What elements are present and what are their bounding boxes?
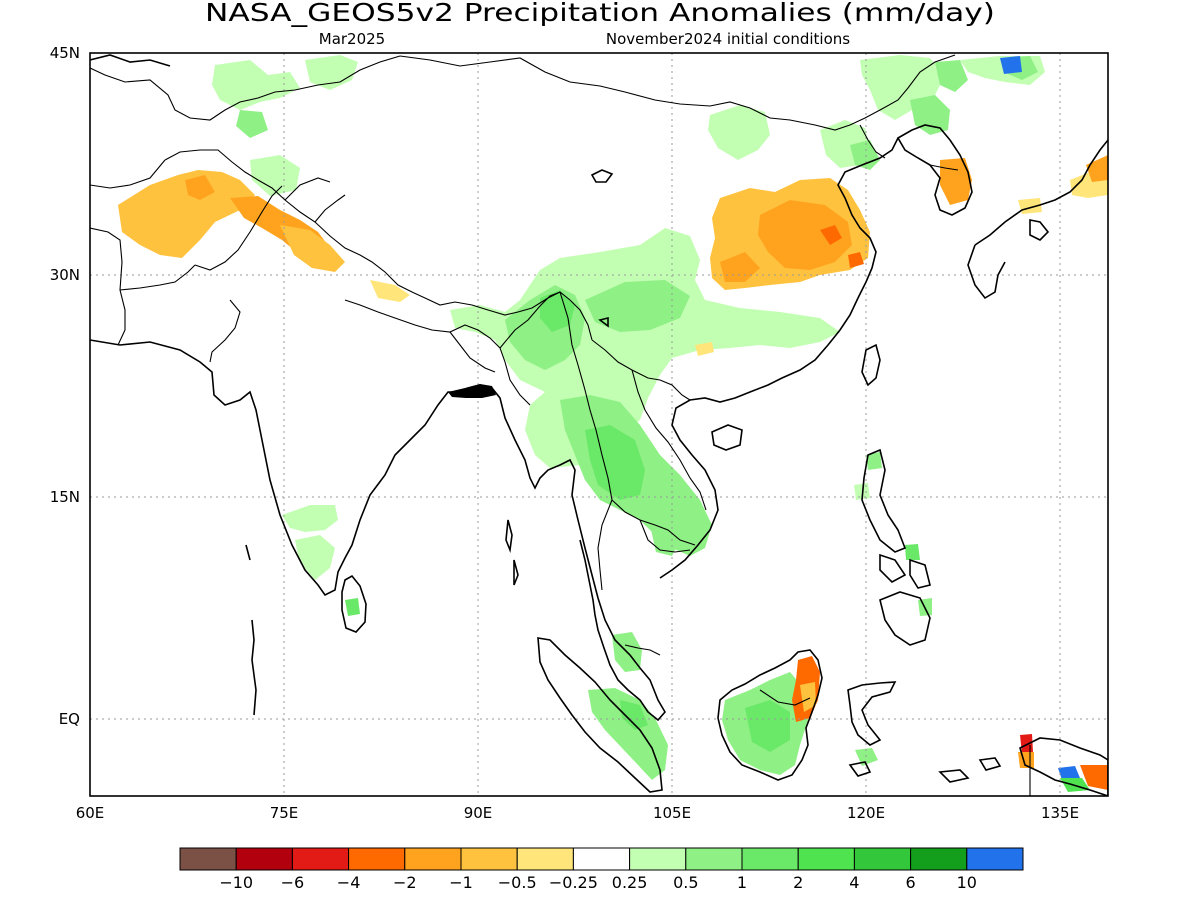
anomaly-region-wet: [620, 700, 648, 730]
colorbar-swatch: [910, 847, 968, 871]
colorbar-swatch: [797, 847, 855, 871]
anomaly-region-wet-light: [450, 228, 840, 468]
colorbar-tick-label: −4: [337, 873, 361, 892]
longitude-labels: 60E 75E 90E 105E 120E 135E: [76, 804, 1079, 822]
anomaly-region-dry-strong: [820, 225, 842, 245]
colorbar-swatch: [572, 847, 631, 871]
colorbar-swatch: [516, 847, 574, 871]
anomaly-region-wet-mid: [910, 95, 950, 135]
colorbar-tick-label: −10: [219, 873, 253, 892]
lat-label-30n: 30N: [50, 266, 80, 284]
colorbar: −10 −6 −4 −2 −1 −0.5 −0.25 0.25 0.5 1 2 4 6 10: [179, 847, 1024, 892]
colorbar-swatch: [685, 847, 743, 871]
anomaly-shading: [118, 55, 1108, 792]
anomaly-region-dry-mid: [185, 175, 215, 200]
anomaly-region-dry: [280, 225, 345, 272]
anomaly-region-dry-mid: [1086, 155, 1108, 182]
anomaly-region-dry-strong: [848, 252, 864, 268]
initial-conditions: November2024 initial conditions: [606, 30, 850, 48]
anomaly-region-wet-mid: [236, 110, 268, 138]
anomaly-region-dry-mid: [940, 158, 972, 205]
colorbar-swatch: [291, 847, 350, 871]
lat-label-45n: 45N: [50, 44, 80, 62]
forecast-month: Mar2025: [319, 30, 385, 48]
anomaly-region-wet-light: [860, 55, 945, 120]
lon-label-135e: 135E: [1041, 804, 1079, 822]
anomaly-region-wet-extreme: [1058, 766, 1080, 780]
lon-label-60e: 60E: [76, 804, 105, 822]
colorbar-swatch: [853, 847, 912, 871]
anomaly-region-wet: [540, 290, 575, 332]
anomaly-region-wet-light: [295, 535, 335, 580]
anomaly-region-dry: [800, 682, 816, 712]
anomaly-region-dry: [118, 170, 255, 258]
colorbar-tick-label: 2: [793, 873, 803, 892]
colorbar-tick-label: 4: [849, 873, 859, 892]
anomaly-region-wet-light: [250, 155, 300, 196]
colorbar-tick-label: 0.25: [612, 873, 648, 892]
latitude-labels: 45N 30N 15N EQ: [50, 44, 80, 728]
lon-label-120e: 120E: [847, 804, 885, 822]
lat-label-15n: 15N: [50, 488, 80, 506]
colorbar-tick-label: −6: [281, 873, 305, 892]
anomaly-region-wet: [745, 700, 790, 752]
figure-title: NASA_GEOS5v2 Precipitation Anomalies (mm…: [205, 0, 995, 27]
colorbar-tick-label: 6: [906, 873, 916, 892]
anomaly-region-wet-light: [212, 60, 300, 110]
anomaly-region-wet: [585, 425, 645, 500]
anomaly-region-wet-mid: [866, 452, 882, 470]
colorbar-tick-label: −1: [449, 873, 473, 892]
colorbar-swatch: [179, 847, 237, 871]
colorbar-swatch: [235, 847, 293, 871]
colorbar-swatch: [741, 847, 799, 871]
colorbar-tick-label: 0.5: [673, 873, 698, 892]
colorbar-swatch: [966, 847, 1024, 871]
ganges-delta: [448, 384, 496, 398]
graticule: [90, 53, 1108, 796]
colorbar-swatch: [404, 847, 462, 871]
colorbar-tick-label: −2: [393, 873, 417, 892]
lat-label-eq: EQ: [59, 710, 80, 728]
anomaly-region-wet-extreme: [1000, 56, 1022, 74]
anomaly-region-dry-strong: [1080, 765, 1108, 790]
anomaly-region-wet-light: [708, 105, 770, 160]
colorbar-swatch: [460, 847, 518, 871]
anomaly-region-wet: [345, 598, 360, 616]
anomaly-region-wet: [905, 544, 920, 560]
map-frame: [89, 52, 1109, 797]
colorbar-swatch: [629, 847, 687, 871]
lon-label-90e: 90E: [464, 804, 493, 822]
lon-label-105e: 105E: [653, 804, 691, 822]
anomaly-region-wet-light: [305, 55, 358, 90]
anomaly-region-wet-mid: [935, 60, 968, 92]
colorbar-tick-label: −0.25: [549, 873, 598, 892]
anomaly-region-wet-light: [282, 505, 338, 532]
anomaly-region-dry-light: [695, 342, 714, 356]
colorbar-tick-label: −0.5: [498, 873, 537, 892]
colorbar-tick-label: 1: [737, 873, 747, 892]
country-borders: [90, 54, 1031, 796]
anomaly-region-wet-mid: [585, 280, 690, 332]
map-plot-area: [90, 53, 1108, 796]
colorbar-tick-label: 10: [957, 873, 977, 892]
anomaly-region-dry-mid: [758, 200, 852, 270]
anomaly-region-dry-light: [370, 280, 410, 302]
coastlines: [90, 54, 1108, 796]
colorbar-swatch: [348, 847, 406, 871]
lon-label-75e: 75E: [270, 804, 299, 822]
